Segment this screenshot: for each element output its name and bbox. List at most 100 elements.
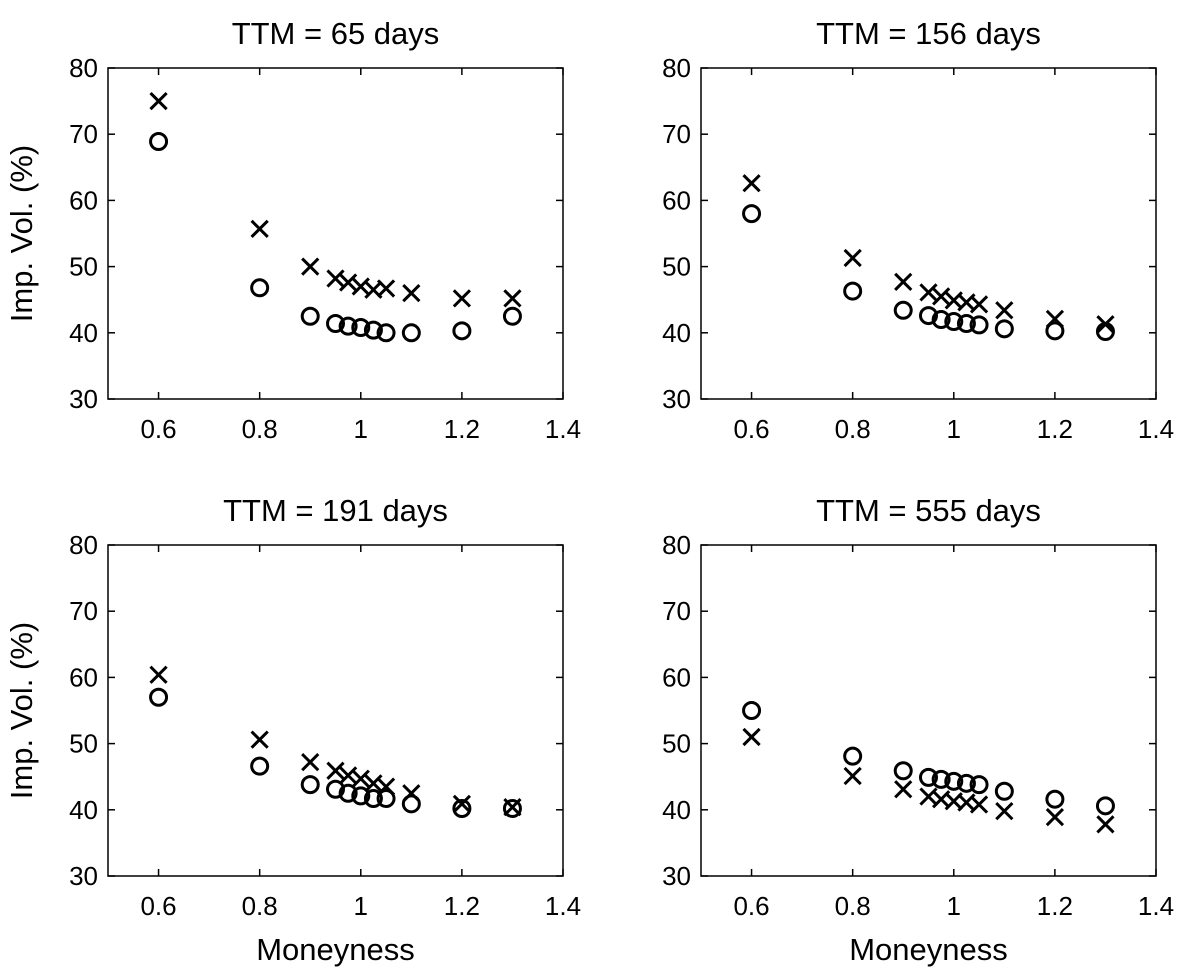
x-tick-label: 0.6 (733, 891, 769, 921)
y-tick-label: 70 (69, 119, 98, 149)
y-tick-label: 50 (662, 252, 691, 282)
data-point-x-marker (351, 769, 370, 788)
chart-title: TTM = 156 days (816, 16, 1041, 51)
y-tick-label: 30 (69, 384, 98, 414)
data-point-o-marker (969, 775, 989, 795)
data-point-o-marker (363, 789, 383, 809)
x-tick-label: 1.2 (444, 891, 480, 921)
y-tick-label: 80 (662, 530, 691, 560)
data-point-o-marker (300, 306, 320, 326)
chart-title: TTM = 65 days (232, 16, 440, 51)
data-point-x-marker (149, 91, 168, 111)
data-point-o-marker (931, 769, 951, 789)
x-tick-label: 1.2 (1037, 891, 1073, 921)
data-point-o-marker (326, 314, 345, 334)
data-point-x-marker (1096, 815, 1115, 834)
x-tick-label: 0.6 (140, 891, 176, 921)
data-point-x-marker (932, 287, 951, 306)
data-point-x-marker (919, 283, 938, 302)
y-tick-label: 40 (662, 318, 691, 348)
y-tick-label: 50 (69, 729, 98, 759)
plot-frame (107, 544, 564, 877)
data-point-o-marker (401, 323, 421, 343)
data-point-x-marker (742, 727, 761, 747)
data-point-x-marker (995, 802, 1014, 821)
x-tick-label: 1 (947, 891, 961, 921)
data-point-x-marker (894, 272, 913, 291)
series-1 (742, 174, 1115, 334)
x-axis-label: Moneyness (849, 932, 1008, 967)
x-axis-label: Moneyness (256, 932, 415, 967)
x-tick-label: 1 (947, 414, 961, 444)
plot-frame (107, 67, 564, 400)
panel-1: TTM = 65 days 0.6 0.8 1 1.2 1.4 30 40 50 60 70 80 Im… (4, 16, 581, 444)
x-tick-label: 1 (354, 891, 368, 921)
series-2 (742, 701, 1115, 816)
y-tick-label: 40 (69, 795, 98, 825)
chart-title: TTM = 555 days (816, 493, 1041, 528)
data-point-o-marker (994, 781, 1014, 801)
data-point-o-marker (376, 789, 396, 809)
data-point-o-marker (376, 323, 396, 343)
x-tick-label: 1.4 (545, 414, 581, 444)
data-point-x-marker (969, 295, 989, 314)
data-point-o-marker (956, 773, 976, 793)
data-point-o-marker (401, 794, 421, 814)
data-point-o-marker (149, 131, 169, 151)
data-point-o-marker (1045, 321, 1065, 341)
data-point-o-marker (149, 687, 169, 707)
data-point-o-marker (742, 204, 762, 224)
y-tick-label: 60 (662, 662, 691, 692)
plot-frame (700, 544, 1157, 877)
y-tick-label: 80 (69, 53, 98, 83)
y-tick-label: 40 (662, 795, 691, 825)
y-tick-label: 80 (69, 530, 98, 560)
data-point-o-marker (363, 320, 383, 340)
data-point-x-marker (250, 219, 269, 238)
data-point-o-marker (338, 316, 358, 336)
data-point-o-marker (452, 321, 472, 341)
data-point-o-marker (1095, 321, 1115, 341)
data-point-x-marker (843, 248, 862, 268)
y-tick-label: 50 (69, 252, 98, 282)
data-point-o-marker (250, 278, 270, 298)
data-point-o-marker (944, 312, 964, 332)
data-point-o-marker (351, 786, 371, 806)
data-point-o-marker (1095, 796, 1115, 816)
x-tick-label: 0.6 (733, 414, 769, 444)
y-tick-label: 50 (662, 729, 691, 759)
data-point-x-marker (326, 761, 345, 780)
series-1 (149, 91, 522, 308)
y-tick-label: 40 (69, 318, 98, 348)
data-point-o-marker (351, 318, 371, 338)
y-tick-label: 30 (662, 384, 691, 414)
x-tick-label: 1 (354, 414, 368, 444)
plot-frame (700, 67, 1157, 400)
panel-3: TTM = 191 days 0.6 0.8 1 1.2 1.4 30 40 50 60 70 80 M… (4, 493, 581, 967)
series-2 (742, 204, 1115, 341)
data-point-o-marker (969, 315, 989, 335)
y-tick-label: 70 (69, 596, 98, 626)
y-tick-label: 70 (662, 596, 691, 626)
y-tick-label: 60 (69, 185, 98, 215)
series-2 (149, 687, 522, 818)
data-point-o-marker (956, 314, 976, 334)
x-tick-label: 0.8 (242, 891, 278, 921)
x-tick-label: 0.8 (835, 891, 871, 921)
x-tick-label: 1.4 (1138, 414, 1174, 444)
y-tick-label: 60 (69, 662, 98, 692)
data-point-x-marker (149, 665, 168, 684)
data-point-o-marker (843, 746, 863, 766)
data-point-o-marker (919, 306, 938, 326)
data-point-o-marker (502, 306, 522, 326)
y-axis-label: Imp. Vol. (%) (4, 622, 39, 799)
x-tick-label: 1.4 (545, 891, 581, 921)
data-point-o-marker (931, 310, 951, 330)
data-point-o-marker (250, 756, 270, 776)
data-point-o-marker (300, 775, 320, 795)
data-point-o-marker (893, 300, 913, 320)
y-axis-label: Imp. Vol. (%) (4, 145, 39, 322)
data-point-x-marker (742, 174, 761, 193)
panel-2: TTM = 156 days 0.6 0.8 1 1.2 1.4 30 40 50 60 70 80 (662, 16, 1174, 444)
